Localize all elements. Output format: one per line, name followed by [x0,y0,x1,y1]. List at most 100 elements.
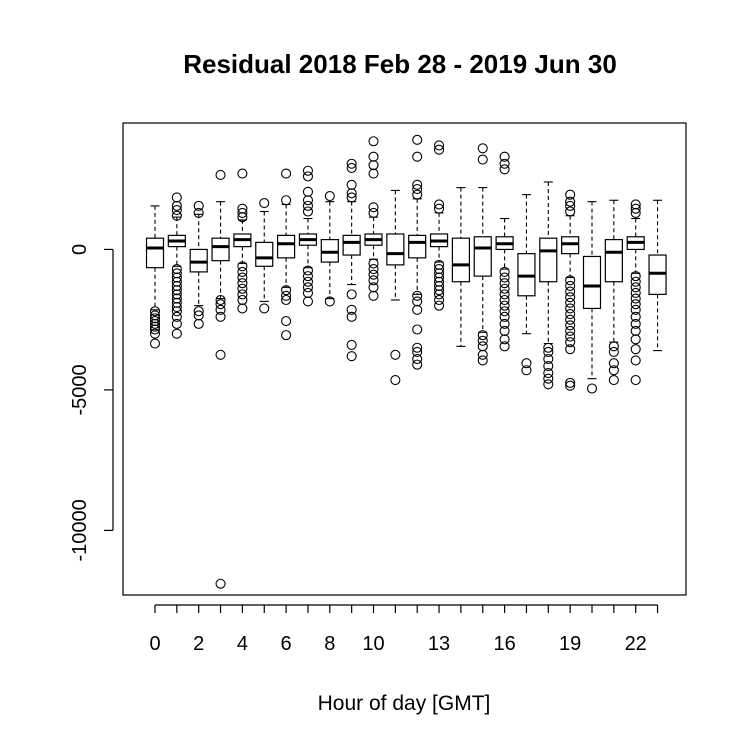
outlier-point [302,165,314,176]
outlier-point [630,207,641,218]
outlier-point [608,346,619,358]
outlier-point [171,192,182,203]
outlier-point [324,190,335,202]
outlier-point [543,342,554,353]
outlier-point [237,203,248,214]
outlier-point [630,293,641,304]
outlier-point [499,294,510,306]
outlier-point [565,380,576,391]
outlier-point [368,275,379,286]
box-hour-6 [277,168,296,341]
outlier-point [346,179,357,190]
outlier-point [499,283,510,294]
outlier-point [193,306,204,317]
outlier-point [193,310,204,321]
outlier-point [346,188,357,199]
outlier-point [477,341,488,352]
outlier-point [630,304,641,315]
outlier-point [324,296,335,307]
outlier-point [477,143,488,154]
outlier-point [346,304,357,315]
outlier-point [171,293,182,304]
outlier-point [630,287,641,299]
outlier-point [259,198,270,209]
outlier-point [433,144,445,155]
outlier-point [149,328,161,339]
outlier-point [215,294,226,306]
box-hour-13 [429,140,449,311]
outlier-point [237,303,248,314]
outlier-point [499,289,510,300]
outlier-point [302,282,314,293]
outlier-point [412,359,423,370]
outlier-point [149,316,161,327]
outlier-point [543,379,554,390]
outlier-point [543,346,554,358]
outlier-point [237,283,248,294]
iqr-box [211,237,230,262]
outlier-point [433,264,445,275]
outlier-point [608,358,619,369]
outlier-point [149,306,161,317]
outlier-point [565,331,576,342]
box-hour-3 [211,169,230,589]
outlier-point [630,318,641,329]
outlier-point [171,264,182,275]
outlier-point [630,311,641,322]
x-tick-label: 0 [149,633,160,655]
outlier-point [565,196,576,207]
outlier-point [412,290,423,301]
outlier-point [171,280,182,292]
x-tick-label: 4 [237,633,248,655]
iqr-box [451,237,470,283]
outlier-point [171,306,182,317]
outlier-point [565,314,576,325]
outlier-point [149,338,161,349]
outlier-point [477,355,488,366]
outlier-point [543,353,554,365]
outlier-point [630,334,641,345]
box-hour-12 [408,134,427,370]
outlier-point [565,292,576,303]
outlier-point [368,258,379,269]
box-hour-18 [539,181,558,390]
outlier-point [215,349,226,360]
outlier-point [608,375,619,386]
outlier-point [565,280,576,292]
outlier-point [346,351,357,362]
outlier-point [237,289,248,300]
chart-title: Residual 2018 Feb 28 - 2019 Jun 30 [183,49,617,79]
outlier-point [390,375,401,386]
x-tick-label: 13 [428,633,450,655]
outlier-point [281,285,292,296]
iqr-box [342,234,361,256]
iqr-box [604,238,623,283]
outlier-point [412,324,423,335]
outlier-point [281,316,292,327]
y-tick-label: 0 [69,244,91,255]
outlier-point [368,202,379,213]
outlier-point [565,308,576,320]
outlier-point [499,272,510,283]
box-hour-1 [167,192,186,339]
x-axis: 0 2 4 6 8 10 13 16 19 22 [149,604,659,655]
outlier-point [630,282,641,293]
outlier-point [368,282,379,293]
outlier-point [565,275,576,286]
outlier-point [630,271,641,282]
outlier-point [346,339,357,351]
outlier-point [368,168,379,179]
x-tick-label: 22 [625,633,647,655]
box-hour-9 [342,158,361,362]
outlier-point [412,179,423,190]
outlier-point [368,136,379,147]
outlier-point [215,578,226,589]
outlier-point [412,296,423,307]
x-tick-label: 2 [193,633,204,655]
outlier-point [565,320,576,331]
y-tick-label: -10000 [69,499,91,561]
outlier-point [281,330,292,341]
outlier-point [499,311,510,322]
outlier-point [630,276,641,287]
box-hour-14 [451,187,470,347]
